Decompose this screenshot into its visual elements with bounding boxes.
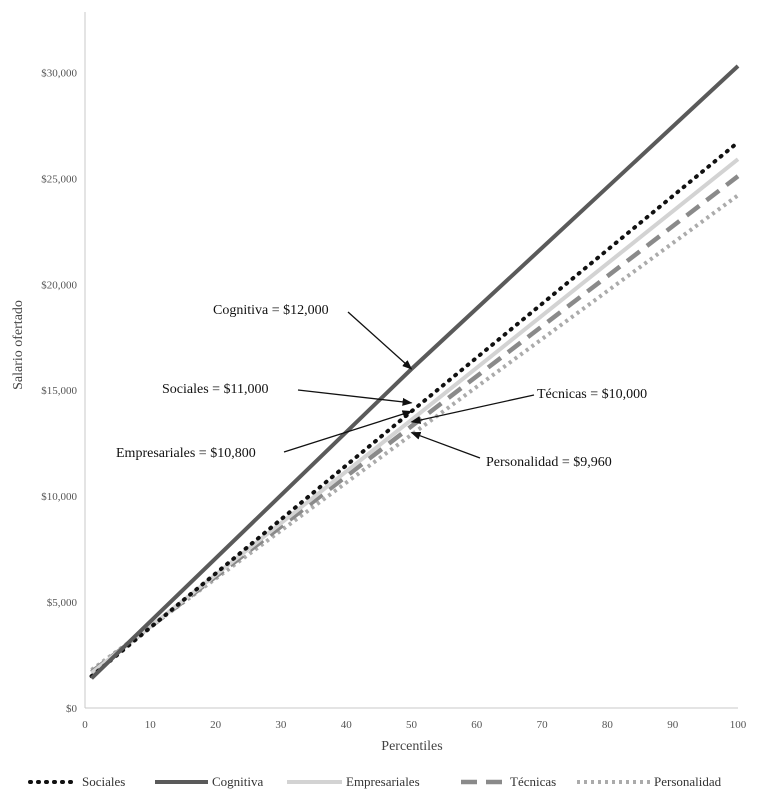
x-axis-label: Percentiles [381,739,442,754]
legend-label: Cognitiva [212,774,264,789]
x-tick-labels: 0 10 20 30 40 50 60 70 80 90 100 [82,719,747,731]
x-tick-label: 70 [537,719,549,731]
x-tick-label: 90 [667,719,679,731]
annotation-label: Cognitiva = $12,000 [213,303,329,318]
annotation-label: Técnicas = $10,000 [537,387,647,402]
annotation-label: Empresariales = $10,800 [116,446,256,461]
legend-label: Técnicas [510,774,556,789]
legend: Sociales Cognitiva Empresariales Técnicas Pe… [28,774,722,789]
annotation-label: Sociales = $11,000 [162,382,269,397]
annotation-label: Personalidad = $9,960 [486,455,612,470]
annotation-arrow [297,389,413,406]
series-line-empresariales [90,157,740,675]
annotation-arrow [283,410,413,453]
y-tick-label: $10,000 [41,491,77,503]
annotation-arrow [410,431,481,459]
x-tick-label: 0 [82,719,88,731]
y-tick-label: $25,000 [41,173,77,185]
x-tick-label: 50 [406,719,418,731]
annotation-arrow [410,394,535,424]
y-tick-label: $5,000 [47,597,78,609]
y-axis-label: Salario ofertado [11,300,26,390]
y-tick-label: $15,000 [41,385,77,397]
y-tick-labels: $0 $5,000 $10,000 $15,000 $20,000 $25,000 $30,… [41,67,77,715]
x-tick-label: 30 [275,719,287,731]
y-tick-label: $20,000 [41,279,77,291]
annotations: Cognitiva = $12,000 Sociales = $11,000 Téc… [116,303,647,470]
plot-area: 0 10 20 30 40 50 60 70 80 90 100 $0 $5,000 $10,000 $1… [41,12,747,731]
y-tick-label: $0 [66,703,78,715]
legend-label: Empresariales [346,774,420,789]
series-lines [89,64,740,680]
legend-label: Personalidad [654,774,722,789]
series-line-personalidad [90,193,740,672]
x-tick-label: 40 [341,719,353,731]
y-tick-label: $30,000 [41,67,77,79]
x-tick-label: 80 [602,719,614,731]
annotation-arrow [347,311,413,370]
series-line-cognitiva [90,64,740,680]
x-tick-label: 60 [471,719,483,731]
legend-label: Sociales [82,774,125,789]
x-tick-label: 10 [145,719,157,731]
x-tick-label: 20 [210,719,222,731]
x-tick-label: 100 [730,719,747,731]
